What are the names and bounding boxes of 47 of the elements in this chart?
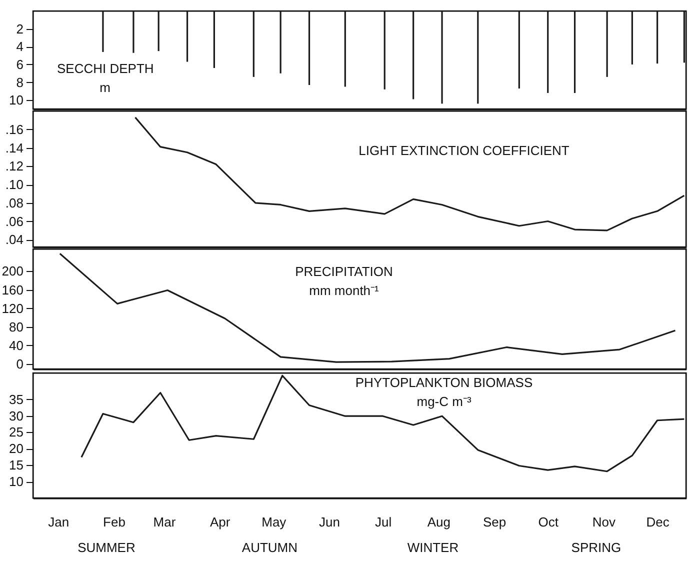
y-tick-label: 4 (16, 39, 24, 54)
y-tick-label: 20 (9, 441, 24, 456)
y-tick-label: 120 (2, 300, 24, 316)
text: SUMMER (78, 540, 136, 555)
y-tick-label: .04 (5, 232, 24, 248)
text: m (100, 80, 110, 95)
y-tick-label: 80 (9, 319, 24, 334)
y-tick-label: 30 (9, 408, 24, 424)
x-tick-label: Jun (319, 514, 340, 530)
y-tick-label: .14 (5, 140, 24, 156)
x-tick-label: Feb (103, 514, 126, 530)
y-tick-label: 15 (9, 458, 24, 473)
y-tick-label: .08 (5, 195, 24, 210)
y-tick-label: 10 (9, 474, 24, 490)
text: WINTER (407, 540, 459, 555)
y-tick-label: 160 (2, 282, 24, 298)
x-tick-label: Jan (48, 514, 70, 530)
y-tick-label: 0 (16, 356, 24, 372)
y-tick-label: .12 (5, 158, 24, 174)
x-tick-label: Nov (592, 514, 616, 530)
y-tick-label: 8 (16, 74, 24, 90)
text: SECCHI DEPTH (57, 61, 154, 76)
y-tick-label: 2 (16, 21, 24, 36)
x-tick-label: Jul (375, 514, 392, 530)
text: LIGHT EXTINCTION COEFFICIENT (358, 143, 570, 158)
y-tick-label: 25 (9, 424, 24, 440)
y-tick-label: .06 (5, 214, 24, 229)
x-tick-label: Aug (427, 514, 451, 530)
y-tick-label: 10 (9, 92, 24, 108)
text: mm month⁻¹ (309, 283, 380, 298)
y-tick-label: 6 (16, 56, 24, 72)
y-tick-label: 35 (9, 392, 24, 407)
y-tick-label: 40 (9, 338, 24, 353)
text: PRECIPITATION (295, 264, 393, 279)
y-tick-label: .16 (5, 122, 24, 137)
x-tick-label: Apr (210, 514, 231, 530)
x-tick-label: Oct (538, 514, 559, 530)
x-tick-label: Mar (153, 514, 176, 530)
y-tick-label: 200 (2, 264, 24, 279)
x-tick-label: Sep (482, 514, 506, 530)
text: mg-C m⁻³ (416, 394, 472, 409)
chart-title: PHYTOPLANKTON BIOMASS (355, 375, 533, 390)
text: AUTUMN (242, 540, 298, 555)
text: SPRING (571, 540, 622, 555)
y-tick-label: .10 (5, 177, 24, 192)
x-tick-label: Dec (646, 514, 670, 530)
x-tick-label: May (262, 514, 287, 530)
